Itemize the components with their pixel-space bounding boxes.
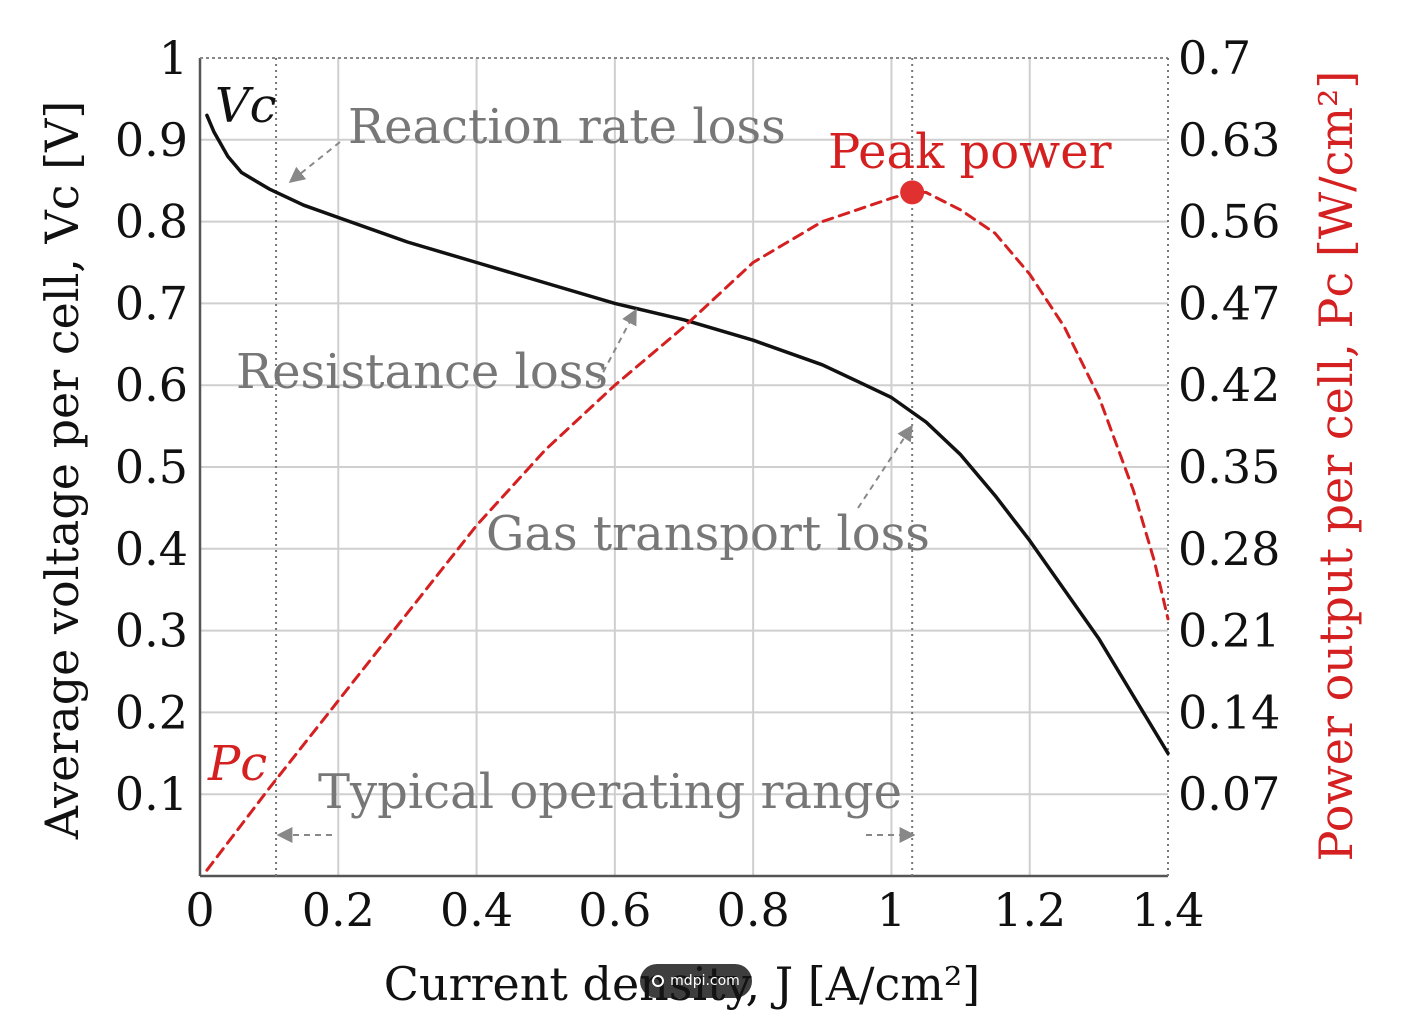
- reaction-rate-arrow: [288, 141, 341, 183]
- y-tick-label: 0.9: [115, 113, 188, 167]
- globe-icon: [652, 975, 665, 987]
- typical-operating-range-label: Typical operating range: [318, 764, 902, 820]
- y-tick-label: 0.5: [115, 440, 188, 494]
- reaction-rate-loss-label: Reaction rate loss: [348, 99, 786, 155]
- gas-transport-loss-label: Gas transport loss: [486, 506, 930, 562]
- resistance-arrow: [597, 308, 637, 383]
- y2-tick-label: 0.47: [1178, 276, 1280, 330]
- x-tick-label: 1.4: [1131, 883, 1204, 937]
- gas-transport-arrow: [857, 424, 913, 509]
- y2-tick-label: 0.56: [1178, 195, 1280, 249]
- y2-tick-label: 0.42: [1178, 358, 1280, 412]
- tick-labels: 0 0.2 0.4 0.6 0.8 1 1.2 1.4 0.1 0.2 0.3 0.4 0.5 0.6 0.…: [115, 31, 1281, 937]
- grid: [200, 58, 1168, 876]
- y-tick-label: 0.6: [115, 358, 188, 412]
- mdpi-watermark: mdpi.com: [640, 964, 752, 998]
- x-tick-label: 1.2: [993, 883, 1066, 937]
- y-tick-label: 0.1: [115, 767, 188, 821]
- y2-tick-label: 0.14: [1178, 685, 1280, 739]
- y2-axis-title: Power output per cell, Pc [W/cm²]: [1309, 71, 1363, 862]
- y-tick-label: 0.7: [115, 276, 188, 330]
- y2-tick-label: 0.28: [1178, 522, 1280, 576]
- y-tick-label: 0.8: [115, 195, 188, 249]
- pc-series-label: Pc: [207, 736, 267, 792]
- resistance-loss-label: Resistance loss: [236, 344, 608, 400]
- peak-power-label: Peak power: [828, 124, 1112, 180]
- y2-tick-label: 0.63: [1178, 113, 1280, 167]
- x-tick-label: 0.6: [578, 883, 651, 937]
- x-tick-label: 0.4: [440, 883, 513, 937]
- series-group: [205, 113, 1170, 872]
- y-tick-label: 1: [159, 31, 188, 85]
- y-tick-label: 0.3: [115, 604, 188, 658]
- x-tick-label: 0.2: [302, 883, 375, 937]
- watermark-text: mdpi.com: [670, 973, 740, 989]
- y-tick-label: 0.4: [115, 522, 188, 576]
- guide-lines: [275, 58, 1169, 876]
- series-line-pc: [205, 190, 1170, 872]
- vc-series-label: Vc: [215, 78, 277, 134]
- y2-tick-label: 0.35: [1178, 440, 1280, 494]
- peak-power-marker: [900, 180, 925, 205]
- x-tick-label: 0: [185, 883, 214, 937]
- y-tick-label: 0.2: [115, 685, 188, 739]
- y-axis-title: Average voltage per cell, Vc [V]: [35, 101, 89, 841]
- x-tick-label: 0.8: [717, 883, 790, 937]
- y2-tick-label: 0.7: [1178, 31, 1251, 85]
- plot-frame: [198, 57, 1168, 878]
- y2-tick-label: 0.07: [1178, 767, 1280, 821]
- series-line-vc: [205, 113, 1170, 756]
- y2-tick-label: 0.21: [1178, 604, 1280, 658]
- x-tick-label: 1: [877, 883, 906, 937]
